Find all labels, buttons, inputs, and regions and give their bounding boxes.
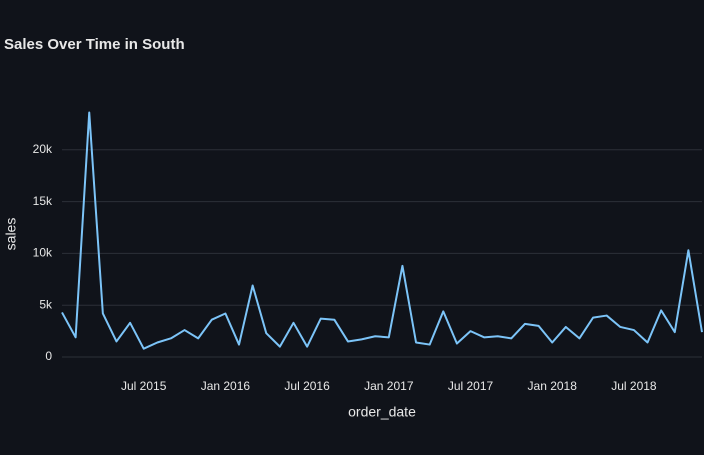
x-tick-label: Jul 2016 [284,379,330,393]
y-tick-label: 15k [33,194,53,208]
x-tick-label: Jan 2016 [201,379,251,393]
x-tick-label: Jul 2018 [611,379,657,393]
chart-title: Sales Over Time in South [4,36,185,53]
y-tick-label: 20k [33,142,53,156]
line-series [61,111,703,350]
y-tick-label: 0 [45,349,52,363]
x-tick-label: Jan 2018 [528,379,578,393]
x-tick-label: Jul 2017 [448,379,494,393]
y-axis-label: sales [3,218,19,251]
y-tick-label: 10k [33,246,53,260]
x-tick-label: Jan 2017 [364,379,414,393]
x-tick-label: Jul 2015 [121,379,167,393]
y-tick-label: 5k [39,297,53,311]
x-axis-label: order_date [348,404,416,420]
